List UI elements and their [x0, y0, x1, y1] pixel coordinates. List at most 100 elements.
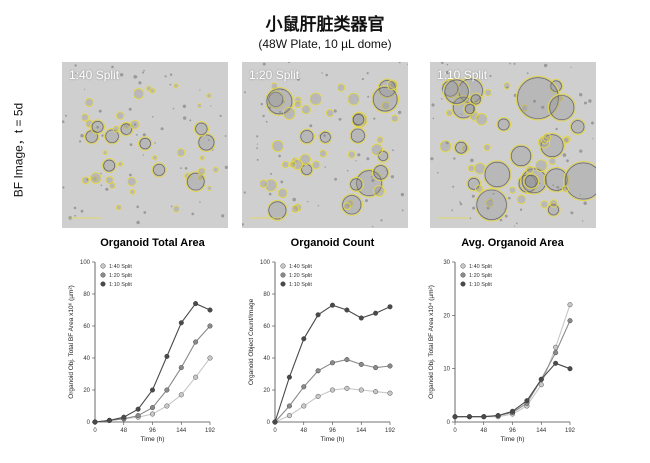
- data-point: [106, 417, 112, 423]
- debris-speck: [445, 70, 450, 75]
- data-point: [495, 413, 501, 419]
- debris-speck: [199, 89, 201, 91]
- data-point: [524, 398, 530, 404]
- debris-speck: [189, 119, 192, 122]
- organoid-outline: [371, 85, 400, 114]
- organoid-inner-ring: [268, 201, 287, 220]
- data-point: [286, 374, 292, 380]
- debris-speck: [541, 105, 545, 109]
- organoid-outline: [129, 189, 136, 195]
- organoid-outline: [563, 160, 596, 202]
- organoid-outline: [80, 113, 89, 122]
- organoid-inner-ring: [351, 128, 365, 143]
- organoid-outline: [266, 199, 288, 221]
- debris-speck: [333, 109, 337, 113]
- debris-speck: [370, 176, 373, 178]
- organoid-outline: [197, 167, 206, 176]
- chart-organoid-count: Organoid Count 0 20 40 60 80 100 0 48 96 144 192 Tim…: [248, 237, 396, 443]
- debris-speck: [470, 158, 474, 163]
- data-point: [373, 365, 379, 371]
- organoid-outline: [309, 92, 323, 106]
- y-axis-label: Organoid Object Count/Image: [248, 298, 255, 385]
- organoid-outline: [277, 188, 288, 199]
- organoid-inner-ring: [571, 120, 585, 134]
- organoid-outline: [291, 204, 300, 213]
- y-tick-label: 20: [443, 313, 450, 319]
- organoid-outline: [270, 82, 279, 90]
- data-point: [509, 408, 515, 414]
- debris-speck: [288, 62, 291, 64]
- debris-speck: [555, 127, 558, 131]
- debris-speck: [334, 177, 337, 181]
- organoid-outline: [508, 186, 517, 194]
- y-tick-label: 80: [83, 292, 90, 298]
- organoid-inner-ring: [352, 113, 365, 126]
- debris-speck: [256, 158, 259, 161]
- debris-speck: [400, 192, 405, 197]
- organoid-outline: [503, 82, 511, 90]
- organoid-outline: [370, 143, 384, 156]
- debris-speck: [135, 134, 138, 136]
- organoid-outline: [112, 125, 120, 133]
- data-point: [135, 406, 141, 412]
- x-tick-label: 192: [205, 428, 216, 434]
- data-point: [344, 385, 350, 391]
- y-tick-label: 100: [260, 260, 271, 266]
- debris-speck: [142, 71, 145, 74]
- debris-speck: [469, 217, 472, 219]
- organoid-outline: [282, 106, 296, 120]
- y-tick-label: 20: [83, 388, 90, 394]
- organoid-outline: [439, 140, 452, 153]
- debris-speck: [242, 223, 244, 226]
- y-tick-label: 40: [263, 356, 270, 362]
- organoid-inner-ring: [511, 146, 532, 167]
- organoid-outline: [445, 109, 453, 117]
- organoid-outline: [172, 205, 180, 213]
- organoid-outline: [469, 92, 483, 107]
- figure-title: 小鼠肝脏类器官: [265, 15, 385, 35]
- data-point: [538, 376, 544, 382]
- debris-speck: [265, 120, 268, 123]
- legend-entry: 1:20 Split: [289, 273, 312, 279]
- organoid-outline: [318, 130, 333, 145]
- data-point: [193, 339, 199, 345]
- debris-speck: [136, 205, 139, 209]
- y-tick-label: 0: [267, 420, 271, 426]
- organoid-outline: [381, 101, 391, 111]
- legend-entry: 1:40 Split: [469, 264, 492, 270]
- x-tick-label: 0: [93, 428, 97, 434]
- debris-speck: [224, 165, 228, 169]
- debris-speck: [74, 64, 77, 67]
- debris-speck: [111, 65, 114, 69]
- debris-speck: [244, 91, 246, 94]
- organoid-outline: [561, 185, 569, 193]
- organoid-outline: [185, 171, 207, 192]
- organoid-inner-ring: [452, 96, 475, 119]
- organoid-outline: [126, 176, 137, 187]
- debris-speck: [79, 140, 82, 143]
- data-point: [466, 414, 472, 420]
- data-point: [286, 413, 292, 419]
- debris-speck: [432, 117, 435, 120]
- debris-speck: [373, 117, 376, 120]
- debris-speck: [270, 72, 273, 75]
- debris-speck: [325, 73, 328, 77]
- figure-subtitle: (48W Plate, 10 µL dome): [258, 37, 392, 51]
- legend-marker: [280, 272, 286, 278]
- debris-speck: [199, 201, 201, 203]
- organoid-inner-ring: [342, 195, 362, 215]
- organoid-image-1-40: [62, 64, 228, 225]
- debris-speck: [338, 117, 342, 121]
- debris-speck: [398, 62, 401, 64]
- organoid-inner-ring: [540, 134, 564, 157]
- debris-speck: [182, 104, 187, 108]
- debris-speck: [570, 211, 574, 215]
- x-tick-label: 144: [536, 428, 547, 434]
- y-tick-label: 60: [263, 324, 270, 330]
- data-point: [538, 382, 544, 388]
- organoid-outline: [467, 164, 476, 173]
- debris-speck: [431, 103, 435, 107]
- chart-title: Avg. Organoid Area: [461, 237, 564, 249]
- debris-speck: [324, 166, 326, 168]
- debris-speck: [191, 212, 194, 216]
